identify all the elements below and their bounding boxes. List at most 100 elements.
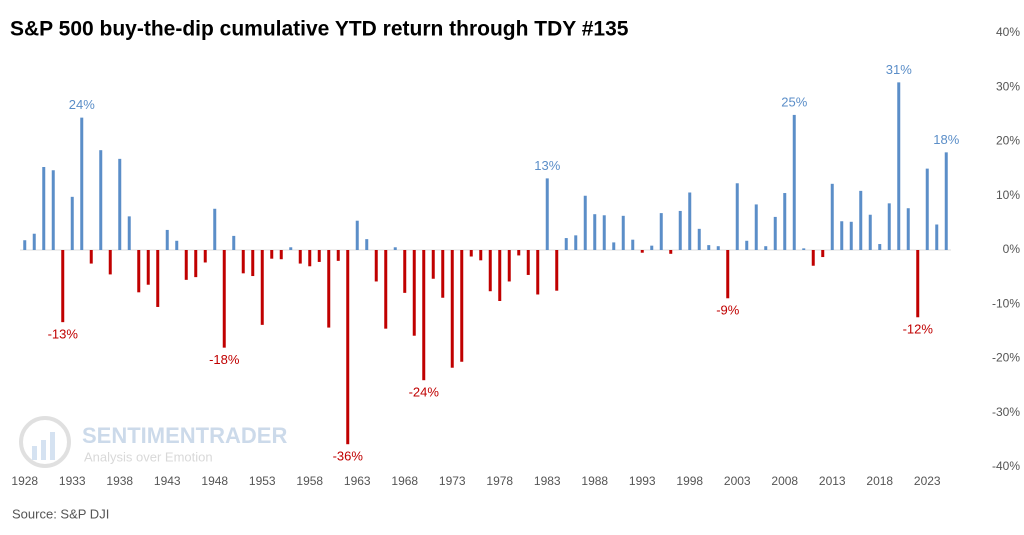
bar — [583, 195, 587, 250]
bar — [764, 246, 768, 250]
bar — [688, 192, 692, 250]
x-tick-label: 1928 — [11, 474, 38, 488]
bar — [498, 250, 502, 301]
bar — [99, 150, 103, 250]
bar — [868, 214, 872, 250]
bar — [906, 208, 910, 250]
bar — [51, 170, 55, 250]
watermark-icon — [32, 446, 37, 460]
bar — [222, 250, 226, 348]
bar — [327, 250, 331, 328]
bar — [32, 233, 36, 250]
source-note: Source: S&P DJI — [12, 506, 109, 521]
bar — [412, 250, 416, 336]
x-tick-label: 1943 — [154, 474, 181, 488]
bar — [317, 250, 321, 262]
bar — [298, 250, 302, 264]
bar — [849, 221, 853, 250]
x-tick-label: 1988 — [581, 474, 608, 488]
x-tick-label: 2008 — [771, 474, 798, 488]
bar — [669, 250, 673, 254]
watermark-icon — [50, 432, 55, 460]
bar — [821, 250, 825, 258]
bar — [773, 216, 777, 250]
bar — [859, 190, 863, 250]
bar — [602, 215, 606, 250]
data-label: -9% — [716, 303, 740, 318]
watermark-text: SENTIMENTRADER — [82, 423, 287, 448]
bar — [108, 250, 112, 275]
bar — [118, 158, 122, 250]
x-tick-label: 2018 — [866, 474, 893, 488]
bar — [165, 229, 169, 250]
x-tick-label: 1958 — [296, 474, 323, 488]
bar — [555, 250, 559, 291]
y-tick-label: 20% — [996, 134, 1020, 148]
watermark-icon — [41, 440, 46, 460]
bar — [811, 250, 815, 266]
data-label: -24% — [409, 385, 440, 400]
y-tick-label: -40% — [992, 459, 1020, 473]
bar — [897, 82, 901, 251]
bar — [783, 193, 787, 250]
bar — [621, 215, 625, 250]
bar — [878, 244, 882, 250]
x-tick-label: 1978 — [486, 474, 513, 488]
data-label: -36% — [333, 449, 364, 464]
bar — [260, 250, 264, 325]
bar — [42, 166, 46, 250]
watermark-icon — [19, 416, 71, 468]
bar — [830, 183, 834, 250]
bar — [365, 239, 369, 250]
bar — [640, 250, 644, 253]
bar — [536, 250, 540, 295]
bar — [175, 240, 179, 250]
bar — [441, 250, 445, 298]
bar — [194, 250, 198, 278]
bar — [213, 208, 217, 250]
chart-title: S&P 500 buy-the-dip cumulative YTD retur… — [10, 18, 629, 41]
bar — [251, 250, 255, 277]
x-tick-label: 2003 — [724, 474, 751, 488]
bar — [469, 250, 473, 257]
y-tick-label: 40% — [996, 25, 1020, 39]
bar — [754, 204, 758, 250]
y-tick-label: 0% — [1003, 242, 1021, 256]
bar — [678, 210, 682, 250]
bar — [925, 168, 929, 250]
bar — [308, 250, 312, 267]
bar — [802, 248, 806, 250]
bar — [650, 245, 654, 250]
bar — [735, 183, 739, 250]
x-tick-label: 2013 — [819, 474, 846, 488]
y-tick-label: -10% — [992, 296, 1020, 310]
bar — [916, 250, 920, 318]
x-tick-label: 1933 — [59, 474, 86, 488]
bar — [279, 250, 283, 260]
bar — [232, 235, 236, 250]
x-tick-label: 1968 — [391, 474, 418, 488]
bar — [61, 250, 65, 323]
bar — [80, 117, 84, 250]
x-tick-label: 1963 — [344, 474, 371, 488]
y-tick-label: 30% — [996, 79, 1020, 93]
bar — [517, 250, 521, 256]
watermark: SENTIMENTRADER Analysis over Emotion — [19, 416, 287, 468]
bar — [156, 250, 160, 307]
bar — [241, 250, 245, 274]
x-tick-label: 1953 — [249, 474, 276, 488]
x-tick-label: 1993 — [629, 474, 656, 488]
bar — [507, 250, 511, 282]
bar — [944, 152, 948, 250]
bar — [792, 114, 796, 250]
bar — [355, 220, 359, 250]
bar — [488, 250, 492, 292]
x-tick-label: 1998 — [676, 474, 703, 488]
bar — [593, 214, 597, 250]
data-label: 25% — [781, 94, 807, 109]
bar — [270, 250, 274, 259]
bar — [574, 235, 578, 250]
bar — [631, 239, 635, 250]
bar — [526, 250, 530, 275]
